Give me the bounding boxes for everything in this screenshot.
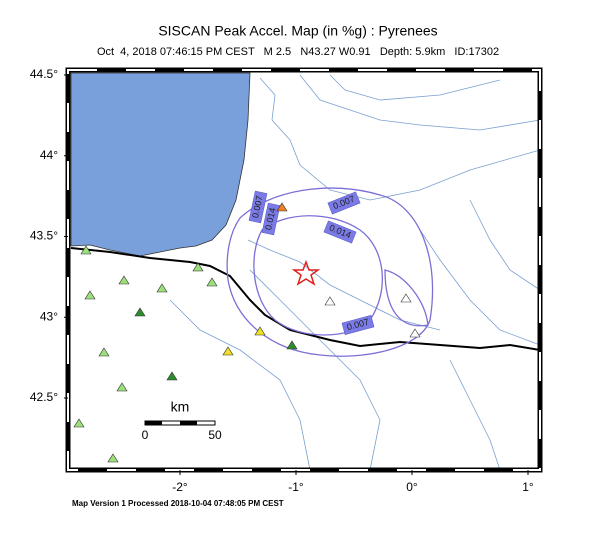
- lat-tick-label: 43.5°: [30, 229, 58, 243]
- lat-tick-label: 43°: [40, 309, 58, 323]
- sea: [70, 72, 251, 257]
- scale-end: 50: [208, 428, 222, 442]
- contour-label-text: 0.007: [250, 195, 264, 219]
- lat-tick-label: 44.5°: [30, 67, 58, 81]
- scale-unit: km: [171, 399, 190, 415]
- subtitle: Oct 4, 2018 07:46:15 PM CEST M 2.5 N43.2…: [97, 46, 499, 58]
- rivers: [169, 74, 541, 471]
- scale-bar: km 0 50: [142, 399, 222, 442]
- contour-label: 0.014: [261, 202, 281, 236]
- lat-tick-label: 44°: [40, 148, 58, 162]
- frame-pattern: [67, 69, 541, 471]
- contour-label-box: [248, 190, 268, 224]
- contour-label-box: [341, 315, 375, 335]
- contour-label: 0.007: [248, 190, 268, 224]
- lon-tick-label: -2°: [172, 480, 188, 494]
- title: SISCAN Peak Accel. Map (in %g) : Pyrenee…: [158, 23, 437, 39]
- lon-tick-label: 1°: [522, 480, 534, 494]
- contour-label: 0.007: [341, 315, 375, 335]
- lon-tick-label: -1°: [288, 480, 304, 494]
- contour-label-box: [327, 191, 361, 215]
- epicenter: [291, 259, 321, 286]
- footer: Map Version 1 Processed 2018-10-04 07:48…: [72, 499, 284, 508]
- lat-tick-label: 42.5°: [30, 390, 58, 404]
- contour-label-text: 0.014: [263, 207, 277, 231]
- contour-label-box: [261, 202, 281, 236]
- contour-label-box: [323, 220, 357, 244]
- stations: [73, 202, 421, 463]
- lon-tick-label: 0°: [406, 480, 418, 494]
- scale-start: 0: [142, 428, 149, 442]
